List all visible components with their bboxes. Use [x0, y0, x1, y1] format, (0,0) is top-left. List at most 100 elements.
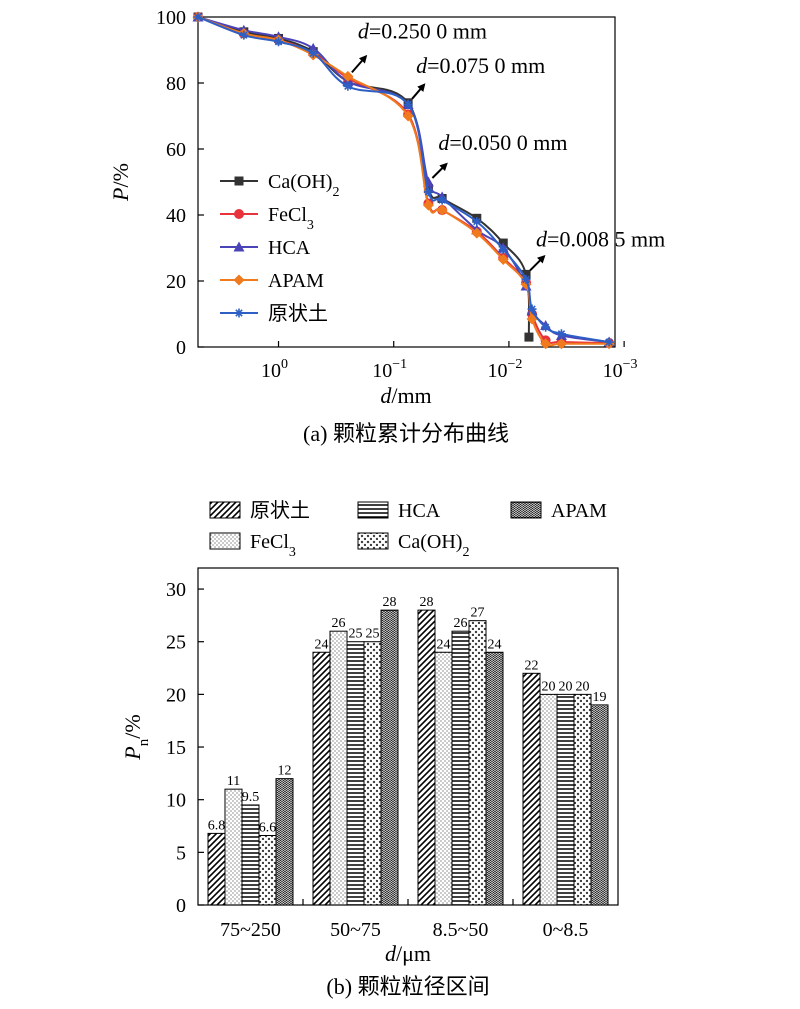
bar-value-label: 19	[593, 690, 607, 705]
legend-item: FeCl3	[220, 204, 314, 233]
legend-label: APAM	[268, 270, 324, 292]
plot-frame	[197, 567, 619, 906]
bar	[207, 832, 226, 906]
y-axis-label: Pn/%	[120, 714, 152, 760]
legend-item: 原状土	[209, 499, 310, 522]
annotation-label: d=0.250 0 mm	[358, 18, 487, 43]
plot-frame	[197, 16, 616, 348]
marker-asterisk	[556, 329, 566, 339]
legend-item: FeCl3	[209, 531, 296, 560]
bar-value-label: 9.5	[242, 790, 260, 805]
bar	[224, 788, 243, 906]
bar	[522, 672, 541, 906]
marker-asterisk	[239, 30, 249, 40]
bar-value-label: 20	[576, 679, 590, 694]
series-line	[197, 16, 610, 344]
marker-asterisk	[498, 245, 508, 255]
y-tick-label: 40	[166, 205, 186, 227]
x-tick-label: 8.5~50	[433, 919, 489, 941]
marker-triangle	[233, 241, 245, 252]
x-tick-label: 100	[261, 357, 288, 382]
legend-item: 原状土	[220, 302, 328, 325]
legend-swatch	[209, 532, 241, 550]
bar	[468, 620, 487, 906]
bar	[451, 630, 470, 906]
marker-asterisk	[521, 274, 531, 284]
marker-diamond	[497, 254, 509, 266]
legend-swatch	[510, 501, 542, 519]
y-tick-label: 80	[166, 73, 186, 95]
bar-value-label: 12	[278, 764, 292, 779]
cumulative-distribution-chart: 0 20 40 60 80 100 100 10−1 10−2 10−3 d=0.250 0 mm…	[108, 7, 665, 446]
legend-label: HCA	[268, 237, 311, 259]
bar-value-label: 24	[437, 637, 451, 652]
y-tick-label: 10	[166, 790, 186, 812]
axes: 0 20 40 60 80 100 100 10−1 10−2 10−3	[156, 7, 638, 382]
x-tick-label: 0~8.5	[543, 919, 589, 941]
bar-value-label: 22	[525, 658, 539, 673]
bar-value-label: 11	[227, 774, 240, 789]
particle-size-bar-chart: 原状土 FeCl3 HCA Ca(OH)2 APAM 0 5 10 15 20 25 30 75~25…	[120, 499, 619, 999]
legend-swatch	[357, 532, 389, 550]
marker-diamond	[540, 338, 552, 350]
legend-label: Ca(OH)2	[268, 171, 339, 200]
legend-label: 原状土	[268, 302, 328, 325]
bar-value-label: 26	[332, 616, 346, 631]
marker-asterisk	[541, 322, 551, 332]
x-tick-label: 10−2	[487, 357, 522, 382]
y-tick-label: 100	[156, 7, 186, 29]
series-HCA	[192, 11, 615, 347]
marker-diamond	[555, 338, 567, 350]
bar	[363, 641, 382, 906]
bar-value-label: 28	[420, 595, 434, 610]
bar	[539, 693, 558, 906]
legend-label: FeCl3	[268, 204, 314, 233]
bar	[485, 651, 504, 906]
bar-value-label: 20	[559, 679, 573, 694]
bar-value-label: 25	[349, 627, 363, 642]
marker-diamond	[233, 274, 245, 286]
bar-value-label: 27	[471, 606, 485, 621]
bar-value-label: 28	[383, 595, 397, 610]
bar	[380, 609, 399, 906]
chart-caption: (b) 颗粒粒径区间	[326, 974, 489, 999]
bar	[434, 651, 453, 906]
series-line	[197, 16, 610, 344]
marker-asterisk	[604, 337, 614, 347]
x-tick-label: 50~75	[330, 919, 381, 941]
bar	[329, 630, 348, 906]
bar	[573, 693, 592, 906]
x-tick-label: 10−3	[603, 357, 638, 382]
bar	[346, 641, 365, 906]
y-tick-label: 20	[166, 271, 186, 293]
marker-diamond	[436, 204, 448, 216]
y-axis-label: P/%	[108, 163, 133, 202]
bar-value-label: 24	[488, 637, 502, 652]
y-tick-label: 30	[166, 579, 186, 601]
bar	[258, 834, 277, 906]
legend-label: HCA	[398, 500, 441, 522]
x-tick-label: 75~250	[220, 919, 281, 941]
legend-label: APAM	[551, 500, 607, 522]
marker-asterisk	[274, 37, 284, 47]
bar	[312, 651, 331, 906]
bar-value-label: 25	[366, 627, 380, 642]
legend: 原状土 FeCl3 HCA Ca(OH)2 APAM	[209, 499, 607, 560]
legend-item: HCA	[220, 237, 311, 259]
marker-square	[524, 332, 534, 342]
marker-asterisk	[437, 195, 447, 205]
legend-item: Ca(OH)2	[357, 531, 469, 560]
bar-value-label: 24	[315, 637, 329, 652]
annotation-arrow	[351, 54, 368, 74]
bar-value-label: 6.6	[259, 820, 277, 835]
series-line	[197, 16, 610, 347]
marker-square	[521, 269, 531, 279]
legend: Ca(OH)2 FeCl3 HCA APAM 原状土	[220, 171, 339, 325]
marker-asterisk	[343, 81, 353, 91]
x-axis-label: d/mm	[380, 383, 431, 408]
legend-swatch	[209, 501, 241, 519]
annotations: d=0.250 0 mm d=0.075 0 mm d=0.050 0 mm d=0.…	[351, 18, 665, 272]
y-tick-label: 20	[166, 684, 186, 706]
